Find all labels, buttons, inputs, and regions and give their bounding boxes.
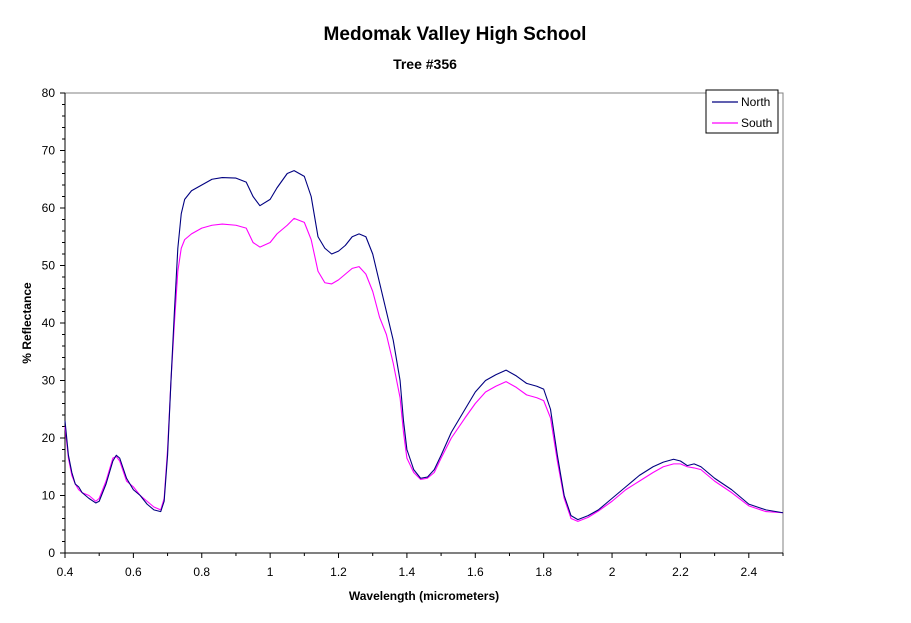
x-tick-label: 1	[267, 565, 274, 579]
legend: North South	[705, 89, 779, 134]
x-tick-label: 1.4	[399, 565, 416, 579]
chart-subtitle: Tree #356	[393, 56, 457, 72]
y-tick-label: 60	[42, 201, 56, 215]
y-tick-label: 50	[42, 259, 56, 273]
plot-area	[64, 92, 784, 554]
x-axis-label: Wavelength (micrometers)	[349, 589, 499, 603]
legend-label-north: North	[741, 95, 770, 109]
y-axis: 0 10 20 30 40 50 60 70 80	[42, 86, 65, 560]
x-tick-label: 0.4	[57, 565, 74, 579]
x-tick-label: 1.8	[535, 565, 552, 579]
x-axis: 0.4 0.6 0.8 1 1.2 1.4 1.6 1.8 2 2.2 2.4	[57, 553, 784, 579]
x-tick-label: 0.8	[193, 565, 210, 579]
y-tick-label: 40	[42, 316, 56, 330]
x-tick-label: 2.2	[672, 565, 689, 579]
y-axis-label: % Reflectance	[20, 282, 34, 364]
y-tick-label: 70	[42, 144, 56, 158]
y-tick-label: 30	[42, 374, 56, 388]
x-tick-label: 1.2	[330, 565, 347, 579]
plot-border	[64, 92, 784, 554]
y-tick-label: 0	[48, 546, 55, 560]
series-line-north	[64, 170, 784, 521]
series-lines	[64, 170, 784, 522]
x-tick-label: 0.6	[125, 565, 142, 579]
legend-box	[705, 89, 779, 134]
chart-title: Medomak Valley High School	[324, 24, 587, 45]
x-tick-label: 2	[609, 565, 616, 579]
y-tick-label: 80	[42, 86, 56, 100]
x-tick-label: 2.4	[740, 565, 757, 579]
y-tick-label: 10	[42, 489, 56, 503]
legend-label-south: South	[741, 116, 772, 130]
y-tick-label: 20	[42, 431, 56, 445]
x-tick-label: 1.6	[467, 565, 484, 579]
